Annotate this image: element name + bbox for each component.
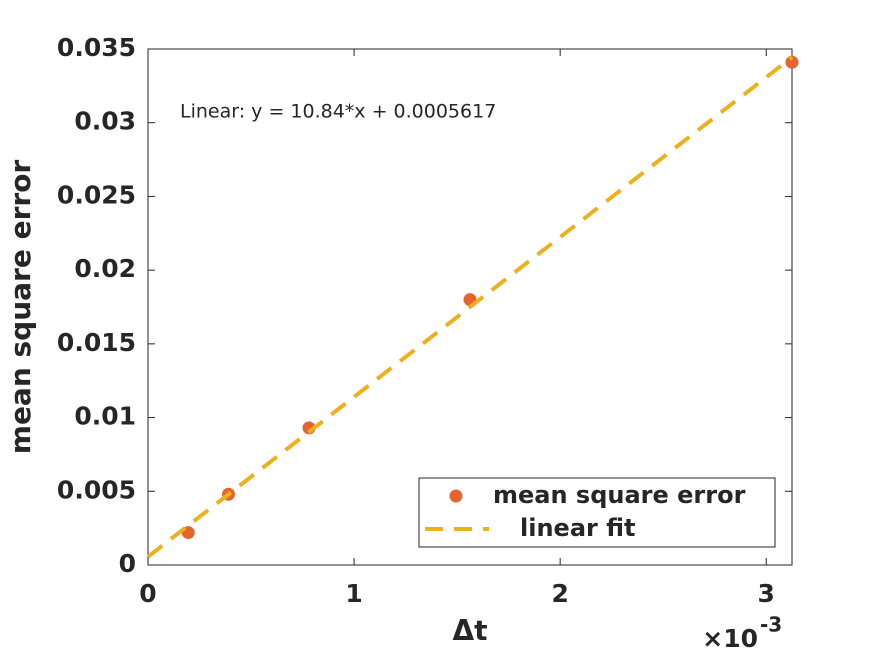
fit-annotation: Linear: y = 10.84*x + 0.0005617 bbox=[180, 101, 496, 123]
data-point bbox=[785, 55, 799, 69]
x-exponent: -3 bbox=[760, 613, 782, 637]
y-tick-label: 0.035 bbox=[57, 33, 136, 62]
legend-label: linear fit bbox=[520, 514, 635, 542]
x-tick-label: 0 bbox=[139, 579, 156, 608]
fit-line bbox=[146, 55, 794, 559]
legend-box bbox=[418, 477, 776, 548]
x-axis-label: Δt bbox=[452, 614, 487, 647]
y-tick-label: 0.01 bbox=[74, 402, 136, 431]
y-tick-label: 0.015 bbox=[57, 328, 136, 357]
legend-marker bbox=[449, 489, 463, 503]
x-tick-label: 2 bbox=[551, 579, 568, 608]
y-axis-label: mean square error bbox=[4, 160, 37, 455]
x-tick-label: 1 bbox=[345, 579, 362, 608]
legend-label: mean square error bbox=[493, 481, 746, 509]
x-tick-label: 3 bbox=[758, 579, 775, 608]
y-tick-label: 0.03 bbox=[74, 107, 136, 136]
y-tick-label: 0.02 bbox=[74, 254, 136, 283]
x-exponent-base: ×10 bbox=[702, 624, 758, 653]
y-tick-label: 0 bbox=[119, 549, 136, 578]
y-tick-label: 0.005 bbox=[57, 475, 136, 504]
y-tick-label: 0.025 bbox=[57, 180, 136, 209]
